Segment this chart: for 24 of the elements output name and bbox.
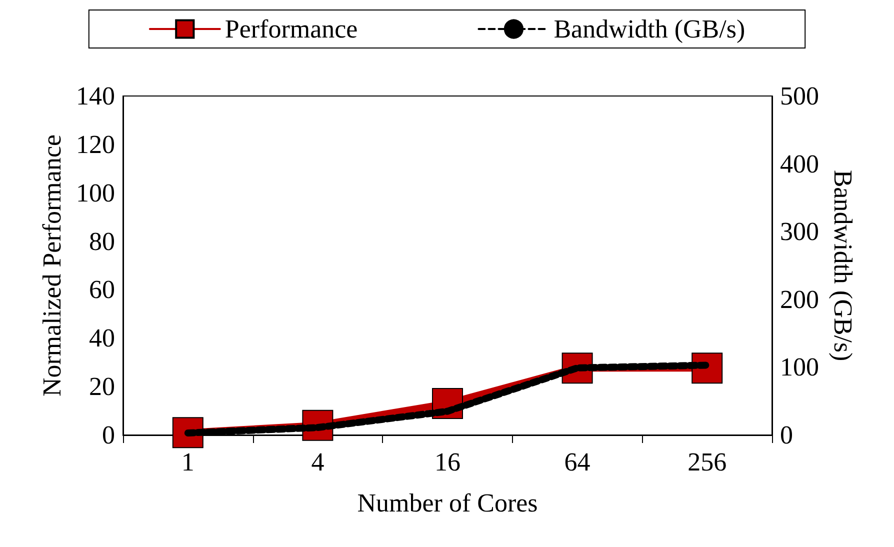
y2-tick-label: 400 [780, 149, 819, 178]
y-tick-label: 40 [89, 324, 115, 353]
legend-label: Bandwidth (GB/s) [554, 14, 746, 44]
y-tick-label: 120 [76, 130, 115, 159]
y2-tick-label: 0 [780, 420, 793, 450]
x-tick-label: 256 [688, 448, 727, 476]
y-tick-label: 80 [89, 226, 115, 256]
y2-tick-label: 100 [780, 352, 819, 382]
y2-tick-label: 300 [780, 217, 819, 246]
y-tick-label: 100 [76, 178, 115, 208]
y-tick-label: 0 [102, 420, 115, 450]
legend-label: Performance [224, 14, 358, 44]
y2-tick-label: 500 [780, 82, 819, 110]
x-tick-label: 4 [311, 448, 324, 476]
y-tick-label: 60 [89, 275, 115, 304]
y-tick-label: 20 [89, 372, 115, 402]
y-axis-title: Normalized Performance [38, 134, 66, 397]
y2-axis-title: Bandwidth (GB/s) [828, 170, 858, 362]
x-tick-label: 16 [434, 448, 460, 476]
x-axis-title: Number of Cores [357, 488, 538, 518]
y2-tick-label: 200 [780, 284, 819, 314]
x-tick-label: 64 [564, 448, 590, 476]
y-tick-label: 140 [76, 82, 115, 110]
x-tick-label: 1 [181, 448, 194, 476]
